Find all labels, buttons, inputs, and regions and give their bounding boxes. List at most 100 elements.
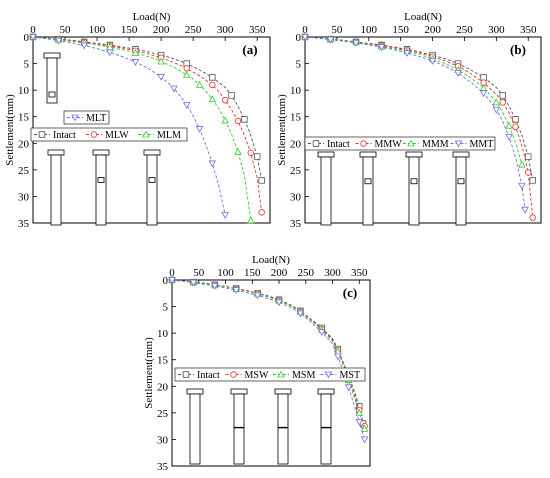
x-tick-label: 200 (424, 24, 441, 36)
series-line (304, 36, 526, 210)
data-point (529, 177, 536, 184)
legend-label: MST (340, 370, 361, 381)
y-tick-label: 0 (163, 275, 169, 287)
y-tick-label: 5 (24, 59, 30, 71)
y-tick-label: 10 (290, 85, 302, 97)
series-line (304, 36, 523, 165)
x-tick-label: 200 (271, 267, 288, 279)
data-point (525, 169, 532, 176)
data-point (301, 34, 309, 41)
data-point (211, 282, 219, 290)
y-tick-label: 35 (290, 218, 302, 230)
data-point (518, 182, 526, 190)
series-line (171, 279, 364, 424)
x-tick-label: 100 (89, 24, 106, 36)
pile-shaft (146, 154, 158, 226)
pile-cap (143, 149, 161, 156)
y-tick-label: 30 (157, 434, 169, 446)
legend-marker (454, 140, 463, 148)
pile-cap (43, 52, 61, 59)
data-point (512, 116, 519, 123)
panel-label: (c) (343, 285, 357, 300)
chart-panel-a: 0 50 100 150 200 250 300 350 0 5 10 15 20 25 30 35 Load(… (4, 11, 271, 230)
data-point (492, 106, 501, 114)
x-tick-label: 150 (121, 24, 138, 36)
data-point (241, 116, 248, 123)
data-point (208, 160, 217, 168)
legend-box (30, 127, 188, 142)
data-point (479, 90, 488, 98)
data-point (360, 436, 369, 444)
data-point (521, 206, 529, 214)
data-point (168, 277, 176, 284)
series-mmt (301, 34, 529, 214)
pile-shaft (455, 156, 467, 226)
pile-cap (359, 151, 377, 158)
panel-label: (b) (510, 42, 526, 57)
x-tick-label: 50 (60, 24, 72, 36)
pile-shaft (189, 393, 201, 465)
x-tick-label: 300 (488, 24, 505, 36)
pile-defect (364, 178, 372, 185)
data-point (182, 102, 191, 109)
data-point (512, 123, 519, 131)
data-point (275, 299, 283, 307)
data-point (355, 408, 364, 416)
y-tick-label: 0 (24, 32, 30, 44)
pile-defect (48, 91, 56, 98)
x-tick-label: 150 (392, 24, 409, 36)
legend-marker (90, 131, 98, 138)
data-point (352, 39, 360, 47)
y-axis-label: Settlement(mm) (4, 94, 16, 166)
data-point (258, 209, 265, 216)
y-tick-label: 35 (157, 461, 169, 473)
x-tick-label: 50 (331, 24, 343, 36)
y-axis-label: Settlement(mm) (143, 337, 155, 409)
y-tick-label: 15 (290, 112, 302, 124)
data-point (209, 74, 216, 81)
legend-marker (277, 370, 285, 378)
data-point (247, 149, 254, 157)
legend-label: MSM (292, 370, 315, 381)
data-point (253, 153, 261, 160)
data-point (182, 70, 191, 78)
legend-label: MMW (375, 139, 403, 150)
legend: Intact MLW MLM (30, 127, 188, 142)
data-point (258, 177, 265, 184)
x-tick-label: 350 (249, 24, 266, 36)
data-point (454, 70, 462, 78)
data-point (221, 212, 229, 219)
x-tick-label: 100 (361, 24, 378, 36)
plot-frame (171, 279, 371, 467)
data-point (232, 287, 240, 295)
data-point (518, 160, 526, 168)
legend-label: MMT (470, 139, 494, 150)
data-point (296, 310, 305, 318)
pile-shaft (46, 57, 58, 104)
x-tick-label: 0 (169, 267, 175, 279)
pile-defect (410, 178, 418, 185)
pile-cap (186, 388, 204, 395)
y-tick-label: 5 (296, 59, 302, 71)
y-tick-label: 30 (290, 191, 302, 203)
y-tick-label: 5 (163, 302, 169, 314)
pile-defect (148, 176, 156, 183)
plot-frame (304, 36, 542, 224)
data-point (499, 92, 506, 99)
y-tick-label: 10 (18, 85, 30, 97)
series-mlt (29, 34, 229, 219)
y-tick-label: 20 (18, 138, 30, 150)
data-point (234, 147, 242, 155)
data-point (234, 117, 242, 125)
data-point (183, 65, 190, 72)
x-tick-label: 100 (217, 267, 234, 279)
data-point (189, 279, 198, 287)
x-tick-label: 300 (324, 267, 341, 279)
data-point (183, 60, 190, 67)
data-point (499, 99, 506, 106)
data-point (492, 98, 501, 106)
series-line (32, 36, 263, 181)
series-line (304, 36, 534, 181)
data-point (326, 36, 335, 44)
